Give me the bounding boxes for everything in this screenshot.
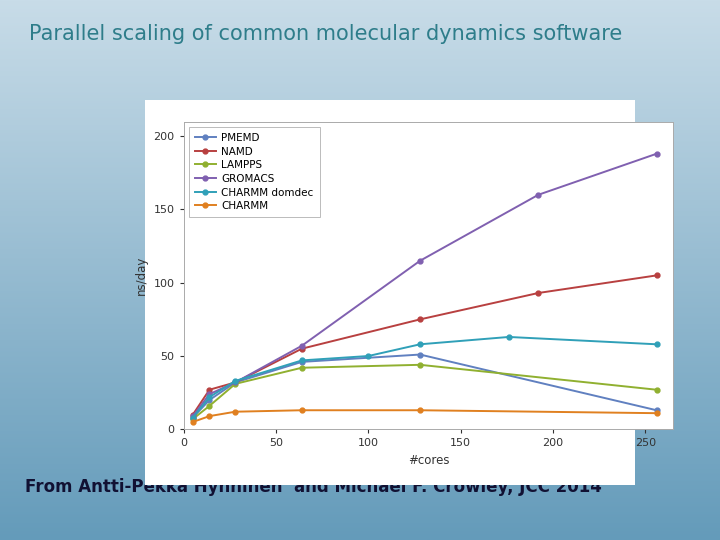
- CHARMM domdec: [505, 334, 513, 340]
- PMEMD: [231, 379, 240, 386]
- PMEMD: [297, 359, 306, 365]
- CHARMM: [231, 408, 240, 415]
- GROMACS: [297, 342, 306, 349]
- Text: From Antti-Pekka Hynninen  and Michael F. Crowley, JCC 2014: From Antti-Pekka Hynninen and Michael F.…: [25, 478, 602, 496]
- CHARMM domdec: [652, 341, 661, 348]
- LAMPPS: [297, 364, 306, 371]
- GROMACS: [231, 379, 240, 386]
- CHARMM domdec: [205, 394, 214, 400]
- LAMPPS: [415, 362, 424, 368]
- CHARMM: [205, 413, 214, 420]
- NAMD: [415, 316, 424, 322]
- CHARMM domdec: [297, 357, 306, 363]
- NAMD: [297, 346, 306, 352]
- GROMACS: [415, 258, 424, 264]
- GROMACS: [189, 413, 197, 420]
- NAMD: [534, 290, 543, 296]
- CHARMM: [652, 410, 661, 416]
- X-axis label: #cores: #cores: [408, 454, 449, 467]
- NAMD: [652, 272, 661, 279]
- Y-axis label: ns/day: ns/day: [135, 256, 148, 295]
- LAMPPS: [205, 403, 214, 409]
- CHARMM: [415, 407, 424, 414]
- Line: CHARMM domdec: CHARMM domdec: [190, 334, 659, 420]
- GROMACS: [205, 391, 214, 397]
- GROMACS: [534, 192, 543, 198]
- PMEMD: [415, 352, 424, 358]
- Line: GROMACS: GROMACS: [190, 151, 659, 418]
- CHARMM domdec: [231, 377, 240, 384]
- LAMPPS: [652, 387, 661, 393]
- Line: LAMPPS: LAMPPS: [190, 362, 659, 422]
- Line: CHARMM: CHARMM: [190, 408, 659, 424]
- CHARMM domdec: [189, 414, 197, 421]
- NAMD: [205, 387, 214, 393]
- Line: PMEMD: PMEMD: [190, 352, 659, 420]
- CHARMM: [189, 418, 197, 425]
- Legend: PMEMD, NAMD, LAMPPS, GROMACS, CHARMM domdec, CHARMM: PMEMD, NAMD, LAMPPS, GROMACS, CHARMM dom…: [189, 127, 320, 218]
- NAMD: [231, 379, 240, 386]
- NAMD: [189, 411, 197, 418]
- GROMACS: [652, 151, 661, 157]
- PMEMD: [189, 414, 197, 421]
- LAMPPS: [231, 381, 240, 387]
- PMEMD: [652, 407, 661, 414]
- Text: Figure 6. Benchmarks for Crambin with 19,609 atoms.: Figure 6. Benchmarks for Crambin with 19…: [209, 460, 511, 470]
- Text: Parallel scaling of common molecular dynamics software: Parallel scaling of common molecular dyn…: [29, 24, 622, 44]
- CHARMM domdec: [364, 353, 373, 359]
- PMEMD: [205, 397, 214, 403]
- LAMPPS: [189, 416, 197, 422]
- CHARMM: [297, 407, 306, 414]
- CHARMM domdec: [415, 341, 424, 348]
- Line: NAMD: NAMD: [190, 273, 659, 417]
